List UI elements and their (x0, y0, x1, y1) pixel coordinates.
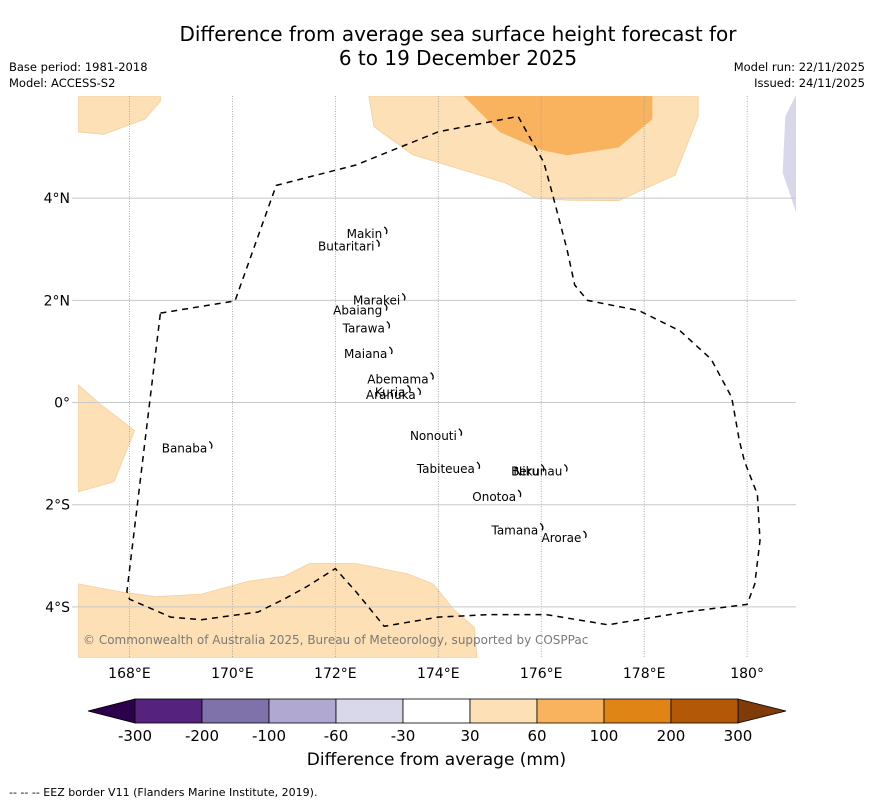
island-marker (583, 530, 587, 539)
colorbar-label: Difference from average (mm) (306, 750, 567, 770)
contour--60--30 (782, 96, 796, 212)
model-run: Model run: 22/11/2025 (733, 60, 865, 74)
colorbar-tick-label: 200 (657, 727, 686, 745)
island-label: Kuria (375, 385, 406, 399)
y-axis-ticks: 4°N 2°N 0° 2°S 4°S (44, 191, 78, 616)
colorbar-tick-label: -100 (252, 727, 286, 745)
contour-30-60 (78, 563, 478, 658)
island-marker (388, 346, 393, 355)
y-tick-label: 4°S (45, 600, 70, 616)
contour-30-60 (78, 384, 136, 493)
x-tick-label: 168°E (108, 666, 151, 682)
colorbar (87, 698, 787, 724)
colorbar-over-arrow (737, 698, 787, 724)
island-label: Abemama (367, 373, 428, 387)
island-label: Nikunau (513, 465, 562, 479)
x-tick-label: 176°E (520, 666, 563, 682)
island-label: Tabiteuea (416, 462, 475, 476)
island-marker (376, 239, 380, 248)
island-marker (383, 303, 388, 311)
island-marker (563, 463, 568, 472)
x-tick-label: 170°E (211, 666, 254, 682)
island-label: Beru (511, 465, 539, 479)
colorbar-tick-label: 300 (724, 727, 753, 745)
island-label: Abaiang (333, 304, 382, 318)
x-tick-label: 180° (730, 666, 764, 682)
colorbar-segment (536, 698, 605, 724)
island-label: Butaritari (318, 240, 375, 254)
island-label: Tamana (490, 523, 538, 537)
colorbar-ticks: -300 -200 -100 -60 -30 30 60 100 200 300 (118, 727, 752, 745)
island-marker (540, 463, 545, 472)
island-label: Tarawa (342, 321, 385, 335)
contour-layer (78, 96, 796, 658)
copyright-text: © Commonwealth of Australia 2025, Bureau… (83, 633, 588, 647)
chart-title: Difference from average sea surface heig… (0, 22, 873, 70)
island-label: Aranuka (366, 388, 416, 402)
y-tick-label: 2°S (45, 498, 70, 514)
base-period: Base period: 1981-2018 (9, 60, 148, 74)
eez-border-layer (126, 115, 761, 628)
graticule (78, 96, 796, 658)
island-label: Onotoa (472, 490, 516, 504)
issued-date: Issued: 24/11/2025 (754, 76, 865, 90)
island-marker (458, 428, 463, 437)
island-label: Makin (347, 227, 383, 241)
island-label: Nonouti (410, 429, 457, 443)
contour-30-60 (78, 96, 161, 135)
y-tick-label: 4°N (44, 191, 70, 207)
meta-right: Model run: 22/11/2025 Issued: 24/11/2025 (734, 59, 865, 91)
colorbar-tick-label: 30 (460, 727, 479, 745)
meta-left: Base period: 1981-2018 Model: ACCESS-S2 (9, 59, 148, 91)
island-marker (430, 372, 434, 380)
colorbar-tick-label: 60 (527, 727, 546, 745)
island-label: Maiana (344, 347, 387, 361)
colorbar-tick-label: -200 (185, 727, 219, 745)
colorbar-segment (603, 698, 672, 724)
colorbar-tick-label: -60 (324, 727, 349, 745)
eez-border (126, 115, 761, 628)
x-axis-ticks: 168°E 170°E 172°E 174°E 176°E 178°E 180° (108, 666, 764, 682)
island-marker (208, 441, 213, 449)
island-marker (539, 522, 544, 531)
colorbar-tick-label: 100 (590, 727, 619, 745)
island-label: Marakei (353, 293, 400, 307)
colorbar-segment (335, 698, 404, 724)
y-tick-label: 2°N (44, 293, 70, 309)
colorbar-segment (402, 698, 471, 724)
footer-legend: -- -- -- EEZ border V11 (Flanders Marine… (9, 786, 318, 799)
x-tick-label: 178°E (623, 666, 666, 682)
colorbar-tick-label: -300 (118, 727, 152, 745)
island-marker (401, 292, 406, 301)
island-marker (386, 320, 391, 329)
colorbar-segment (268, 698, 337, 724)
colorbar-segment (670, 698, 739, 724)
colorbar-under-arrow (87, 698, 136, 724)
island-label: Arorae (542, 531, 582, 545)
model-name: Model: ACCESS-S2 (9, 76, 116, 90)
island-marker (476, 461, 481, 470)
x-tick-label: 172°E (314, 666, 357, 682)
x-tick-label: 174°E (417, 666, 460, 682)
title-line-2: 6 to 19 December 2025 (338, 46, 578, 70)
colorbar-segment (201, 698, 270, 724)
colorbar-tick-label: -30 (391, 727, 416, 745)
island-marker (517, 489, 522, 498)
island-marker (417, 387, 422, 396)
island-label: Banaba (162, 442, 208, 456)
contour-60-100 (463, 96, 653, 156)
island-marker (406, 384, 411, 393)
island-marker (383, 226, 388, 235)
y-tick-label: 0° (54, 396, 70, 412)
colorbar-segment (469, 698, 538, 724)
title-line-1: Difference from average sea surface heig… (179, 22, 737, 46)
colorbar-segment (134, 698, 203, 724)
